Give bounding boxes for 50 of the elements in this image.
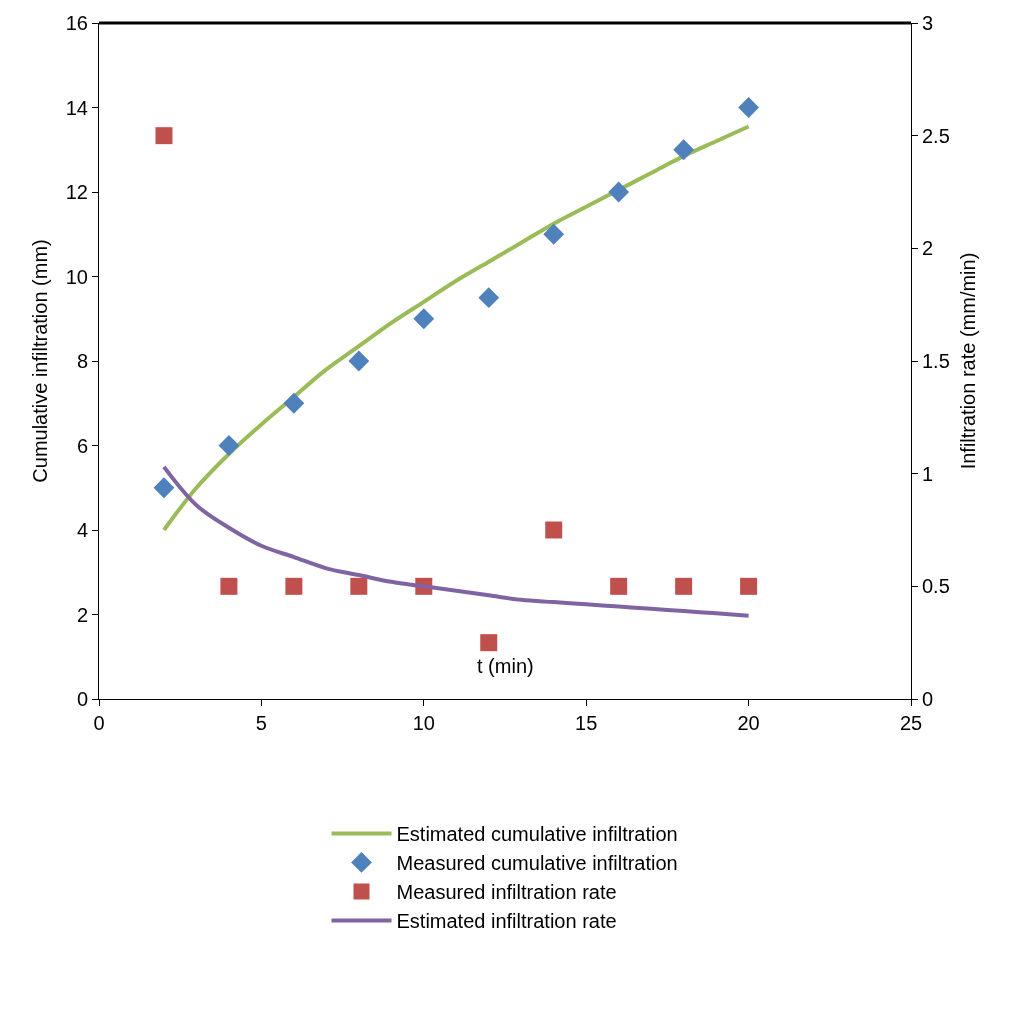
y2-tick-label: 0 (922, 688, 934, 710)
legend-label: Measured cumulative infiltration (396, 852, 678, 875)
point (413, 308, 435, 330)
x-tick-label: 5 (255, 712, 267, 734)
point (545, 521, 563, 539)
point (740, 577, 758, 595)
legend-label: Estimated infiltration rate (396, 910, 617, 933)
line-series (161, 124, 751, 532)
x-tick-label: 25 (899, 712, 923, 734)
y-tick-label: 10 (65, 265, 88, 288)
x-tick-label: 10 (412, 712, 435, 734)
y-axis-title: Cumulative infiltration (mm) (29, 239, 52, 483)
point (155, 127, 173, 145)
legend-label: Estimated cumulative infiltration (396, 823, 678, 846)
y-tick-label: 0 (76, 688, 88, 710)
x-tick-label: 0 (93, 712, 105, 734)
point (675, 577, 693, 595)
x-tick-label: 20 (737, 712, 760, 734)
y-tick-label: 14 (65, 96, 88, 119)
y-tick-label: 12 (65, 181, 88, 203)
point (608, 181, 630, 203)
point (543, 223, 565, 245)
point (610, 577, 628, 595)
y2-tick-label: 1 (922, 462, 934, 485)
y2-tick-label: 2.5 (922, 124, 950, 147)
y-tick-label: 6 (76, 434, 88, 457)
x-axis-title: t (min) (477, 655, 534, 677)
point (348, 350, 370, 372)
point (218, 435, 240, 456)
legend-label: Measured infiltration rate (396, 881, 617, 904)
point (673, 139, 695, 161)
point (285, 577, 303, 595)
y2-tick-label: 1.5 (922, 350, 950, 372)
line-series (161, 464, 751, 618)
point (478, 287, 500, 309)
y-tick-label: 2 (76, 603, 88, 626)
y-tick-label: 16 (65, 12, 88, 34)
y2-tick-label: 3 (922, 12, 934, 34)
y2-axis-title: Infiltration rate (mm/min) (957, 252, 980, 470)
point (350, 577, 368, 595)
y2-tick-label: 0.5 (922, 575, 950, 598)
point (480, 634, 498, 652)
point (153, 477, 175, 499)
point (220, 577, 238, 595)
x-tick-label: 15 (575, 712, 598, 734)
y2-tick-label: 2 (922, 237, 934, 260)
point (283, 392, 305, 414)
point (738, 97, 759, 118)
y-tick-label: 8 (76, 350, 88, 372)
y-tick-label: 4 (76, 519, 88, 541)
